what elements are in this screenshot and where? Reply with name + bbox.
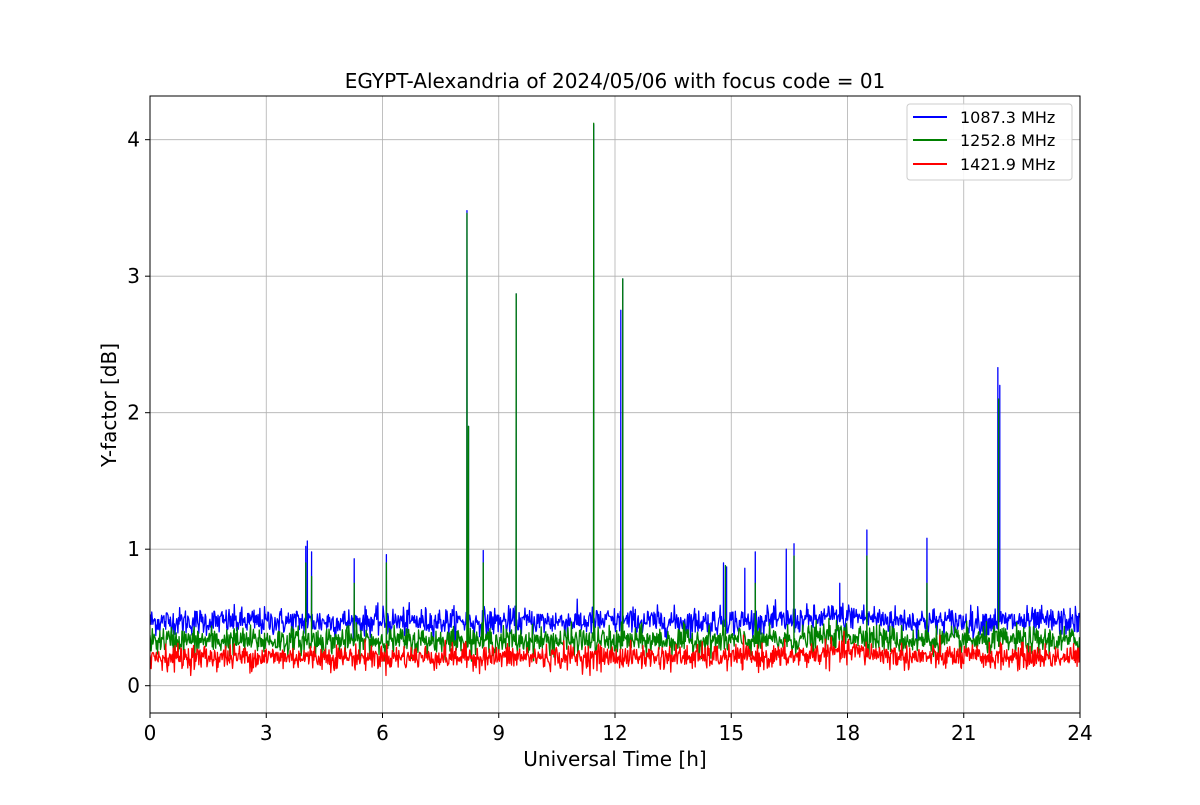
y-tick-label: 2: [127, 401, 140, 425]
x-tick-label: 3: [260, 721, 273, 745]
series-line-1421-mhz: [150, 630, 1080, 677]
x-tick-label: 6: [376, 721, 389, 745]
legend-label-1421-mhz: 1421.9 MHz: [960, 155, 1055, 174]
legend-frame: [906, 103, 1073, 181]
y-tick-label: 4: [127, 128, 140, 152]
chart-legend: 1087.3 MHz 1252.8 MHz 1421.9 MHz: [906, 103, 1073, 181]
legend-label-1087-mhz: 1087.3 MHz: [960, 108, 1055, 127]
y-axis-label: Y-factor [dB]: [97, 343, 121, 468]
x-tick-label: 18: [835, 721, 860, 745]
x-tick-label: 24: [1067, 721, 1092, 745]
legend-label-1252-mhz: 1252.8 MHz: [960, 131, 1055, 150]
x-axis-label: Universal Time [h]: [523, 747, 706, 771]
series-line-1087-mhz: [150, 124, 1080, 643]
series-lines: [150, 122, 1080, 677]
x-tick-label: 21: [951, 721, 976, 745]
y-tick-label: 3: [127, 264, 140, 288]
y-tick-label: 0: [127, 674, 140, 698]
chart-title: EGYPT-Alexandria of 2024/05/06 with focu…: [345, 69, 886, 93]
x-tick-label: 9: [492, 721, 505, 745]
x-tick-label: 15: [719, 721, 744, 745]
grid-lines: [150, 96, 1080, 713]
series-line-1252-mhz: [150, 122, 1080, 662]
y-tick-label: 1: [127, 537, 140, 561]
x-tick-label: 0: [144, 721, 157, 745]
x-tick-label: 12: [602, 721, 627, 745]
